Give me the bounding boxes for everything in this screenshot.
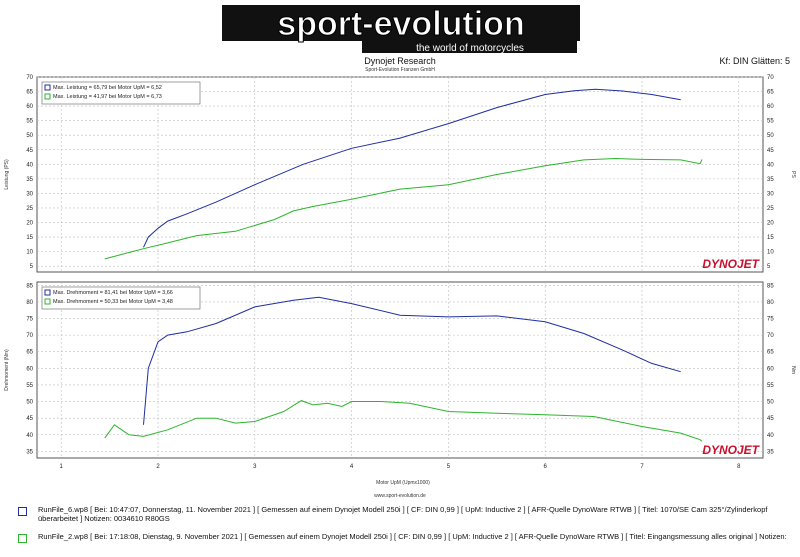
legend-box-1 bbox=[41, 286, 201, 310]
xtick: 6 bbox=[544, 464, 548, 470]
correction-factor: Kf: DIN Glätten: 5 bbox=[719, 56, 790, 66]
ytick-left: 15 bbox=[26, 235, 33, 241]
y-axis-label: Drehmoment (Nm) bbox=[4, 349, 10, 391]
ytick-left: 80 bbox=[26, 300, 33, 306]
ytick-right: 30 bbox=[767, 191, 774, 197]
ytick-right: 25 bbox=[767, 206, 774, 212]
ytick-right: 75 bbox=[767, 317, 774, 323]
legend-entry: Max. Leistung = 65,79 bei Motor UpM = 6,… bbox=[53, 85, 162, 91]
ytick-left: 55 bbox=[26, 383, 33, 389]
logo-main-text: sport-evolution bbox=[277, 5, 524, 43]
ytick-right: 55 bbox=[767, 119, 774, 125]
ytick-right: 40 bbox=[767, 162, 774, 168]
ytick-left: 60 bbox=[26, 366, 33, 372]
ytick-right: 50 bbox=[767, 133, 774, 139]
report-subtitle: Sport-Evolution Franzen GmbH bbox=[365, 67, 435, 73]
ytick-left: 70 bbox=[26, 333, 33, 339]
ytick-right: 60 bbox=[767, 366, 774, 372]
ytick-right: 50 bbox=[767, 400, 774, 406]
ytick-left: 50 bbox=[26, 133, 33, 139]
legend-entry: Max. Leistung = 41,97 bei Motor UpM = 6,… bbox=[53, 94, 162, 100]
logo-tagline: the world of motorcycles bbox=[416, 43, 524, 53]
ytick-right: 15 bbox=[767, 235, 774, 241]
legend-swatch bbox=[44, 93, 51, 100]
xtick: 5 bbox=[447, 464, 451, 470]
series-line-0-1 bbox=[104, 157, 703, 260]
legend-entry: Max. Drehmoment = 81,41 bei Motor UpM = … bbox=[53, 290, 173, 296]
ytick-left: 5 bbox=[30, 264, 34, 270]
ytick-left: 50 bbox=[26, 400, 33, 406]
ytick-right: 45 bbox=[767, 416, 774, 422]
ytick-left: 75 bbox=[26, 317, 33, 323]
ytick-left: 65 bbox=[26, 350, 33, 356]
ytick-left: 65 bbox=[26, 90, 33, 96]
ytick-right: 55 bbox=[767, 383, 774, 389]
ytick-left: 85 bbox=[26, 283, 33, 289]
xtick: 4 bbox=[350, 464, 354, 470]
series-line-1-0 bbox=[143, 296, 681, 425]
ytick-left: 55 bbox=[26, 119, 33, 125]
legend-swatch bbox=[44, 84, 51, 91]
ytick-left: 40 bbox=[26, 162, 33, 168]
series-line-0-0 bbox=[143, 88, 681, 248]
xtick: 1 bbox=[60, 464, 64, 470]
legend-swatch bbox=[44, 289, 51, 296]
dynojet-logo-0: DYNOJET bbox=[702, 257, 760, 271]
website-url: www.sport-evolution.de bbox=[374, 493, 426, 498]
y2-axis-label: Nm bbox=[790, 366, 796, 374]
ytick-right: 45 bbox=[767, 148, 774, 154]
ytick-right: 40 bbox=[767, 433, 774, 439]
ytick-right: 10 bbox=[767, 250, 774, 256]
ytick-right: 70 bbox=[767, 333, 774, 339]
ytick-left: 40 bbox=[26, 433, 33, 439]
y-axis-label: Leistung (PS) bbox=[4, 159, 10, 190]
x-axis-label: Motor UpM (Upmx1000) bbox=[376, 480, 430, 486]
run-info-footer: RunFile_6.wp8 [ Bei: 10:47:07, Donnersta… bbox=[0, 498, 800, 557]
ytick-right: 60 bbox=[767, 104, 774, 110]
ytick-left: 35 bbox=[26, 177, 33, 183]
ytick-left: 70 bbox=[26, 75, 33, 81]
ytick-left: 60 bbox=[26, 104, 33, 110]
xtick: 7 bbox=[640, 464, 644, 470]
legend-swatch bbox=[44, 298, 51, 305]
series-line-1-1 bbox=[104, 400, 703, 442]
run1-swatch bbox=[18, 507, 27, 516]
ytick-right: 80 bbox=[767, 300, 774, 306]
ytick-right: 20 bbox=[767, 221, 774, 227]
ytick-left: 20 bbox=[26, 221, 33, 227]
report-title: Dynojet Research bbox=[364, 56, 436, 66]
ytick-right: 65 bbox=[767, 350, 774, 356]
dynojet-logo-1: DYNOJET bbox=[702, 443, 760, 457]
ytick-right: 65 bbox=[767, 90, 774, 96]
run1-description: RunFile_6.wp8 [ Bei: 10:47:07, Donnersta… bbox=[38, 505, 768, 523]
ytick-left: 10 bbox=[26, 250, 33, 256]
xtick: 2 bbox=[156, 464, 160, 470]
xtick: 8 bbox=[737, 464, 741, 470]
ytick-right: 70 bbox=[767, 75, 774, 81]
run2-swatch bbox=[18, 534, 27, 543]
ytick-left: 45 bbox=[26, 416, 33, 422]
ytick-left: 30 bbox=[26, 191, 33, 197]
ytick-left: 45 bbox=[26, 148, 33, 154]
run2-description: RunFile_2.wp8 [ Bei: 17:18:08, Dienstag,… bbox=[38, 532, 787, 541]
legend-box-0 bbox=[41, 81, 201, 105]
ytick-left: 25 bbox=[26, 206, 33, 212]
sport-evolution-logo: sport-evolution the world of motorcycles bbox=[222, 5, 580, 53]
ytick-right: 85 bbox=[767, 283, 774, 289]
ytick-right: 35 bbox=[767, 177, 774, 183]
y2-axis-label: PS bbox=[790, 171, 796, 178]
ytick-right: 35 bbox=[767, 449, 774, 455]
ytick-left: 35 bbox=[26, 449, 33, 455]
legend-entry: Max. Drehmoment = 50,33 bei Motor UpM = … bbox=[53, 299, 173, 305]
xtick: 3 bbox=[253, 464, 257, 470]
ytick-right: 5 bbox=[767, 264, 771, 270]
